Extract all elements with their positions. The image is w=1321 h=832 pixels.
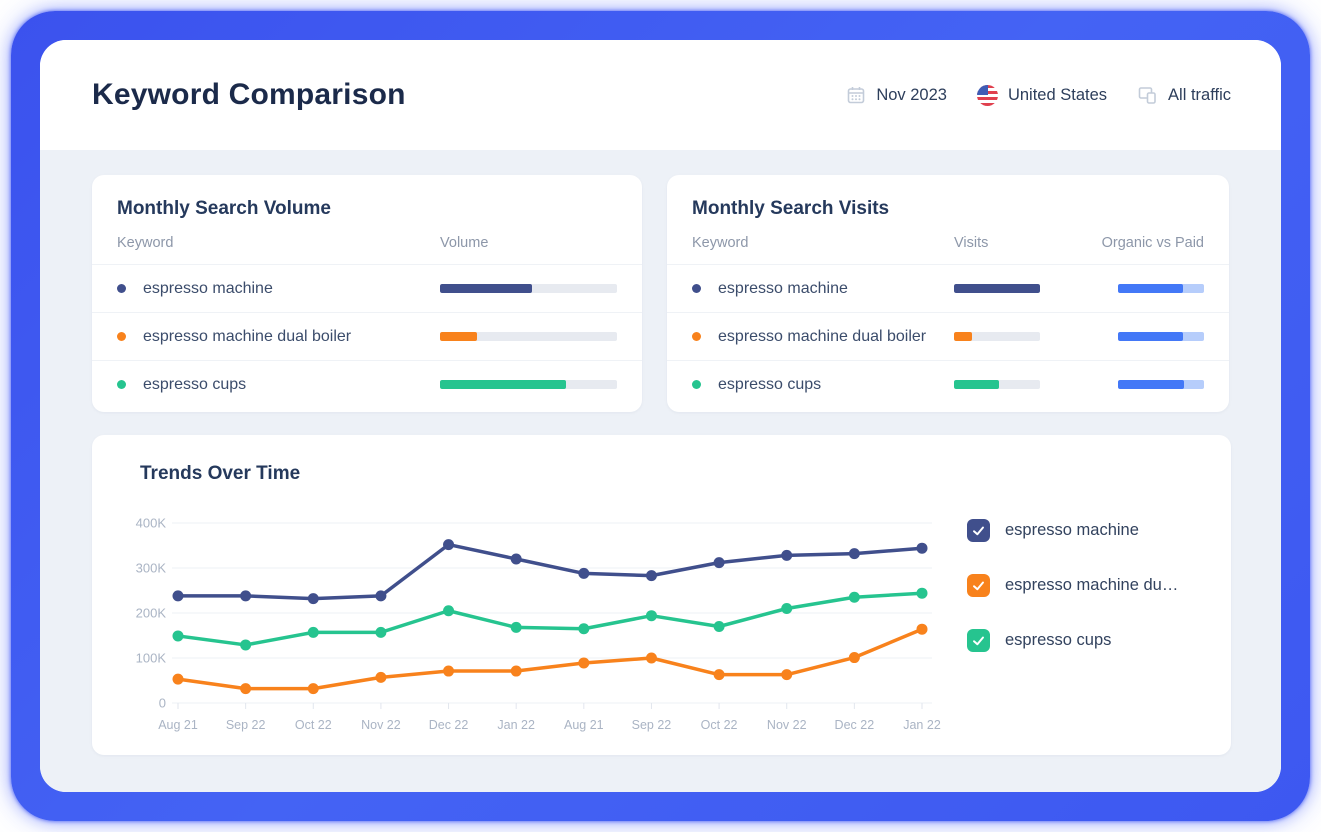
svg-text:0: 0 xyxy=(159,696,166,711)
keyword-label: espresso cups xyxy=(718,375,822,393)
keyword-label: espresso machine xyxy=(718,279,848,297)
volume-bar xyxy=(440,332,618,341)
svg-text:Aug 21: Aug 21 xyxy=(158,718,198,732)
checkbox-checked[interactable] xyxy=(967,574,990,597)
svg-text:Nov 22: Nov 22 xyxy=(767,718,807,732)
trends-over-time-card: Trends Over Time 400K 300K 200K 100K 0 Aug 21… xyxy=(92,435,1231,755)
legend-label: espresso machine du… xyxy=(1005,576,1179,594)
traffic-filter-label: All traffic xyxy=(1168,85,1231,104)
svg-text:Sep 22: Sep 22 xyxy=(226,718,266,732)
keyword-label: espresso machine dual boiler xyxy=(143,327,352,345)
volume-bar xyxy=(440,380,618,389)
header: Keyword Comparison xyxy=(40,40,1281,150)
keyword-label: espresso cups xyxy=(143,375,247,393)
visits-bar xyxy=(954,284,1040,293)
content: Monthly Search Volume Keyword Volume esp… xyxy=(40,150,1281,792)
visits-card-title: Monthly Search Visits xyxy=(692,198,890,219)
svg-text:300K: 300K xyxy=(136,561,167,576)
keyword-dot xyxy=(117,284,126,293)
app-window: Keyword Comparison xyxy=(40,40,1281,792)
legend-item-espresso-machine-dual-boiler[interactable]: espresso machine du… xyxy=(967,574,1178,597)
keyword-label: espresso machine dual boiler xyxy=(718,327,927,345)
table-row[interactable]: espresso machine dual boiler xyxy=(667,312,1229,360)
volume-table-header: Keyword Volume xyxy=(92,222,642,264)
date-filter[interactable]: Nov 2023 xyxy=(846,85,947,105)
svg-text:Aug 21: Aug 21 xyxy=(564,718,604,732)
svg-text:400K: 400K xyxy=(136,516,167,531)
trends-card-title: Trends Over Time xyxy=(140,463,301,484)
svg-text:Jan 22: Jan 22 xyxy=(497,718,535,732)
header-filters: Nov 2023 United States All traffic xyxy=(846,84,1231,106)
keyword-dot xyxy=(117,332,126,341)
keyword-dot xyxy=(692,284,702,293)
visits-table-header: Keyword Visits Organic vs Paid xyxy=(667,222,1229,264)
volume-bar xyxy=(440,284,618,293)
legend-item-espresso-cups[interactable]: espresso cups xyxy=(967,629,1178,652)
monthly-search-visits-card: Monthly Search Visits Keyword Visits Org… xyxy=(667,175,1229,412)
visits-bar xyxy=(954,380,1040,389)
organic-vs-paid-bar xyxy=(1080,380,1204,389)
checkbox-checked[interactable] xyxy=(967,629,990,652)
table-row[interactable]: espresso machine xyxy=(667,264,1229,312)
table-row[interactable]: espresso machine dual boiler xyxy=(92,312,643,360)
checkbox-checked[interactable] xyxy=(967,519,990,542)
page-title: Keyword Comparison xyxy=(92,78,406,111)
chart-legend: espresso machine espresso machine du… es… xyxy=(967,519,1178,652)
svg-text:Sep 22: Sep 22 xyxy=(632,718,672,732)
svg-text:200K: 200K xyxy=(136,606,167,621)
table-row[interactable]: espresso cups xyxy=(92,360,643,408)
svg-text:Dec 22: Dec 22 xyxy=(429,718,469,732)
legend-label: espresso machine xyxy=(1005,521,1139,539)
column-keyword: Keyword xyxy=(117,235,174,251)
svg-text:Jan 22: Jan 22 xyxy=(903,718,941,732)
column-visits: Visits xyxy=(954,235,989,251)
svg-text:100K: 100K xyxy=(136,651,167,666)
table-row[interactable]: espresso cups xyxy=(667,360,1229,408)
keyword-label: espresso machine xyxy=(143,279,273,297)
svg-text:Dec 22: Dec 22 xyxy=(835,718,875,732)
date-filter-label: Nov 2023 xyxy=(876,85,947,104)
monthly-search-volume-card: Monthly Search Volume Keyword Volume esp… xyxy=(92,175,643,412)
traffic-filter[interactable]: All traffic xyxy=(1137,85,1231,106)
column-organic-vs-paid: Organic vs Paid xyxy=(1101,235,1204,251)
country-filter-label: United States xyxy=(1007,85,1108,104)
calendar-icon xyxy=(846,85,866,105)
column-keyword: Keyword xyxy=(692,235,749,251)
table-row[interactable]: espresso machine xyxy=(92,264,643,312)
svg-text:Nov 22: Nov 22 xyxy=(361,718,401,732)
organic-vs-paid-bar xyxy=(1080,332,1204,341)
svg-text:Oct 22: Oct 22 xyxy=(701,718,738,732)
column-volume: Volume xyxy=(440,235,489,251)
trends-line-chart: 400K 300K 200K 100K 0 Aug 21 Sep 22 Oct 22 Nov 2… xyxy=(116,495,996,750)
keyword-dot xyxy=(692,380,702,389)
keyword-dot xyxy=(692,332,702,341)
organic-vs-paid-bar xyxy=(1080,284,1204,293)
legend-item-espresso-machine[interactable]: espresso machine xyxy=(967,519,1178,542)
us-flag-icon xyxy=(976,84,998,106)
visits-bar xyxy=(954,332,1040,341)
devices-icon xyxy=(1137,85,1158,106)
svg-text:Oct 22: Oct 22 xyxy=(295,718,332,732)
volume-card-title: Monthly Search Volume xyxy=(117,198,331,219)
keyword-dot xyxy=(117,380,126,389)
country-filter[interactable]: United States xyxy=(976,84,1108,106)
legend-label: espresso cups xyxy=(1005,631,1112,649)
